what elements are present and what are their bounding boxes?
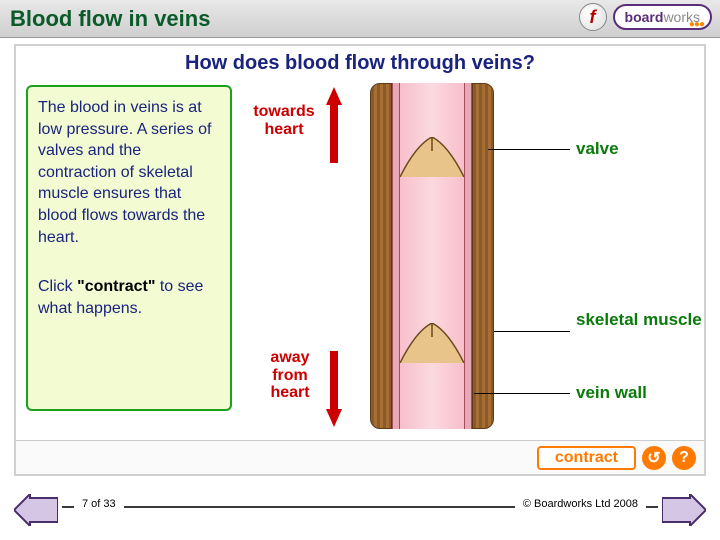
prev-slide-button[interactable] [14,494,58,526]
info-click-bold: "contract" [77,278,155,295]
reset-icon: ↺ [647,448,660,468]
info-paragraph-1: The blood in veins is at low pressure. A… [38,97,220,248]
leader-valve [488,149,570,150]
leader-vein-wall [474,393,570,394]
label-vein-wall: vein wall [576,383,647,403]
vein-wall-right [464,83,472,429]
vein-structure [370,83,494,429]
slide-heading: How does blood flow through veins? [185,52,535,74]
contract-button[interactable]: contract [537,446,636,470]
help-icon: ? [679,449,689,467]
label-skeletal-muscle: skeletal muscle [576,311,676,330]
vein-diagram: towards heart away from heart valve [240,79,700,439]
brand-bold: board [625,9,664,25]
arrow-away-label: away from heart [262,349,318,402]
next-slide-button[interactable] [662,494,706,526]
arrow-up-icon [326,87,342,105]
slide-toolbar: contract ↺ ? [16,440,704,474]
brand-dots-icon: ●●● [689,19,704,30]
footer: 7 of 33 © Boardworks Ltd 2008 [0,484,720,540]
header-badges: f boardworks ●●● [579,3,712,31]
info-click-prefix: Click [38,278,77,295]
page-title: Blood flow in veins [10,6,210,32]
vein-lumen [400,83,464,429]
slide-frame: How does blood flow through veins? The b… [14,44,706,476]
app-header: Blood flow in veins f boardworks ●●● [0,0,720,38]
vein-wall-left [392,83,400,429]
info-box: The blood in veins is at low pressure. A… [26,85,232,411]
copyright: © Boardworks Ltd 2008 [515,498,646,510]
slide-body: The blood in veins is at low pressure. A… [16,79,704,440]
valve-lower [400,323,464,363]
page-counter: 7 of 33 [74,498,124,510]
arrow-down-icon [326,409,342,427]
skeletal-muscle-right [472,83,494,429]
help-button[interactable]: ? [672,446,696,470]
info-paragraph-2: Click "contract" to see what happens. [38,276,220,319]
flash-icon: f [579,3,607,31]
label-valve: valve [576,139,619,159]
reset-button[interactable]: ↺ [642,446,666,470]
arrow-towards-label: towards heart [246,103,322,138]
leader-skeletal-muscle [494,331,570,332]
skeletal-muscle-left [370,83,392,429]
brand-logo: boardworks ●●● [613,4,712,30]
valve-upper [400,137,464,177]
slide-heading-bar: How does blood flow through veins? [16,46,704,79]
